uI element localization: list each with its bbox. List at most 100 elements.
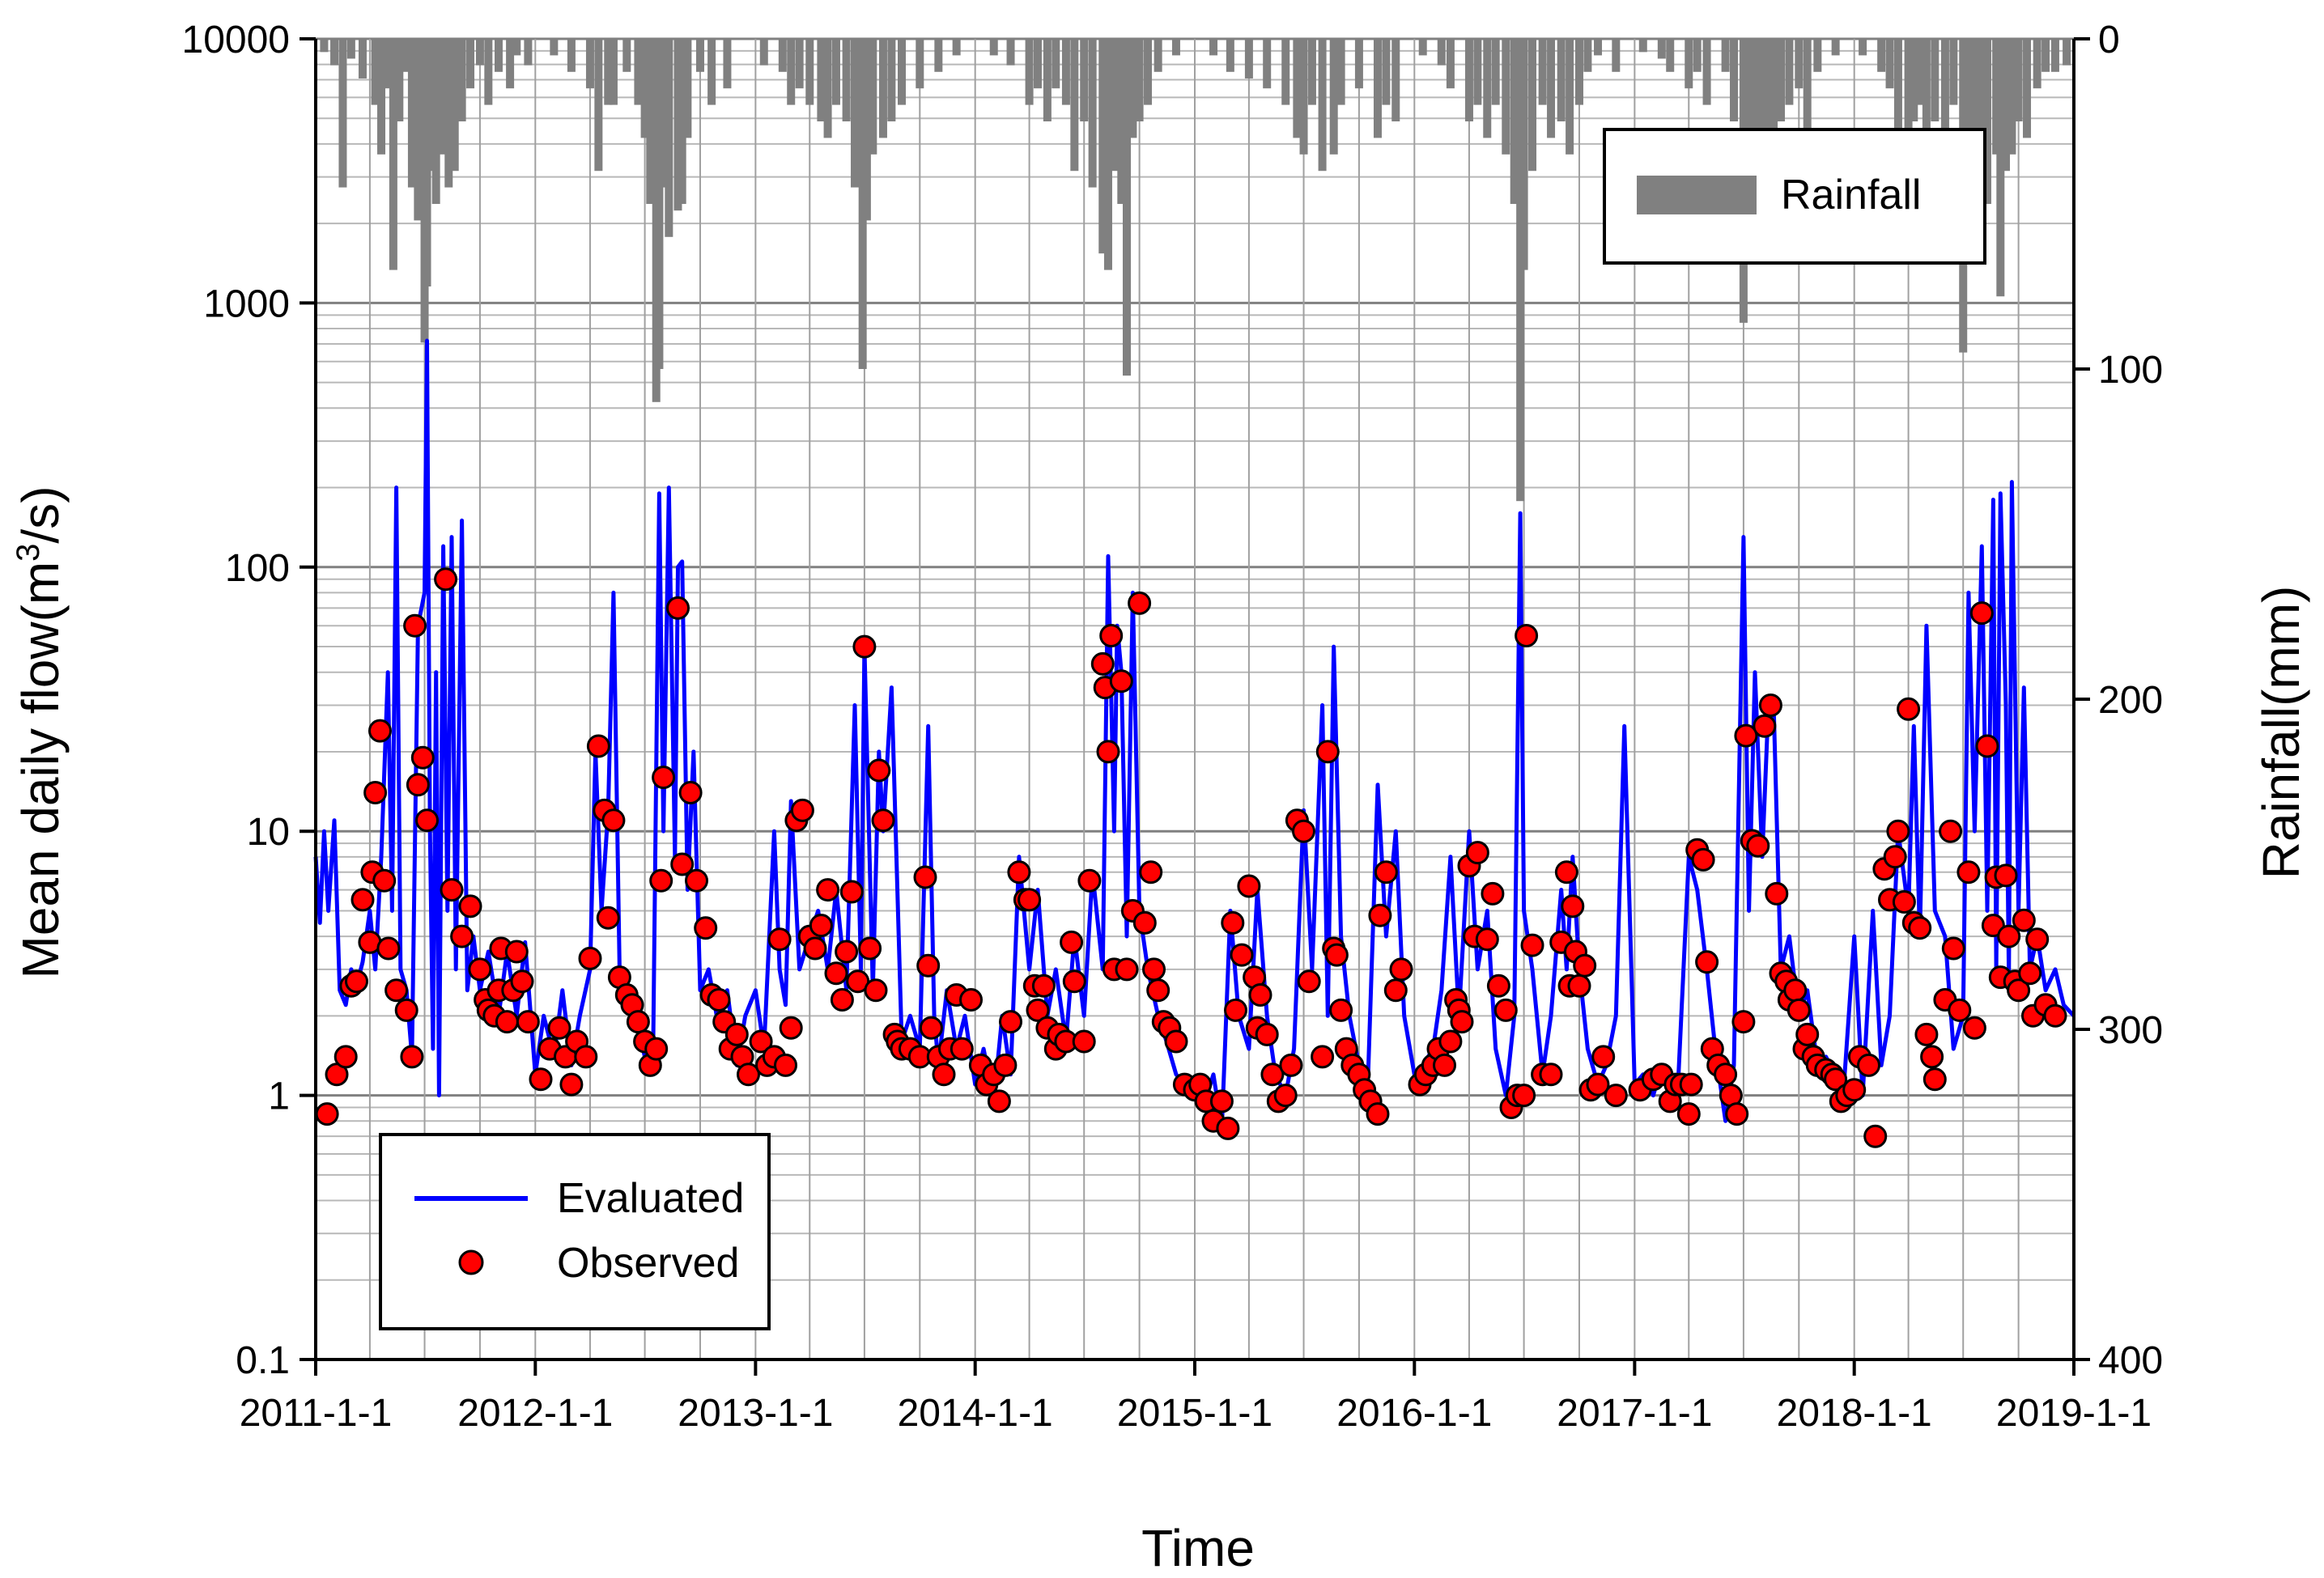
rainfall-bar [320, 39, 329, 53]
rainfall-bar [1638, 39, 1647, 53]
observed-point [450, 924, 474, 948]
rainfall-bar [1885, 39, 1894, 89]
rainfall-bar [1612, 39, 1621, 72]
rainfall-bar [659, 39, 668, 188]
observed-point [1368, 903, 1392, 927]
rainfall-bar [1702, 39, 1711, 105]
y2-axis-title: Rainfall(mm) [2252, 586, 2310, 880]
observed-point [835, 940, 859, 964]
observed-point [932, 1063, 956, 1087]
rainfall-bar [869, 39, 877, 155]
rainfall-bar [916, 39, 924, 89]
rainfall-bar [1528, 39, 1537, 172]
rainfall-bar [1803, 39, 1812, 138]
observed-point [516, 1010, 540, 1034]
observed-point [1567, 974, 1591, 998]
observed-point [685, 868, 708, 893]
observed-point [1676, 1102, 1701, 1126]
x-tick-label: 2014-1-1 [898, 1392, 1053, 1435]
observed-point [1297, 969, 1321, 994]
observed-point [694, 916, 718, 940]
observed-point [468, 957, 492, 982]
observed-point [724, 1022, 749, 1046]
rainfall-bar [1128, 39, 1137, 138]
observed-point [394, 998, 418, 1022]
legend-evaluated-label: Evaluated [557, 1175, 744, 1222]
observed-point [1731, 1010, 1756, 1034]
rainfall-bar [989, 39, 998, 56]
rainfall-bar [1171, 39, 1180, 56]
rainfall-bar [1354, 39, 1363, 89]
observed-point [1994, 863, 2018, 888]
observed-point [916, 953, 941, 978]
observed-point [1292, 819, 1315, 843]
rainfall-bar [2014, 39, 2023, 121]
rainfall-bar [1491, 39, 1500, 105]
observed-point [574, 1045, 598, 1069]
rainfall-bar [673, 39, 682, 211]
observed-point [1237, 874, 1261, 898]
rainfall-bar [1915, 39, 1924, 105]
rainfall-bar [1281, 39, 1290, 105]
observed-point [809, 914, 833, 938]
observed-point [1863, 1124, 1888, 1148]
rainfall-bar [1382, 39, 1391, 105]
observed-point [596, 906, 620, 930]
observed-point [2012, 908, 2036, 932]
observed-point [1096, 740, 1120, 764]
rainfall-bar [1135, 39, 1144, 121]
observed-point [440, 878, 464, 902]
rainfall-bar [1566, 39, 1574, 155]
rainfall-bar [2050, 39, 2059, 72]
rainfall-bar [1795, 39, 1804, 89]
rainfall-bar [1831, 39, 1840, 56]
observed-point [510, 969, 534, 994]
rainfall-bar [887, 39, 896, 121]
observed-point [406, 773, 430, 797]
rainfall-bar [1996, 39, 2005, 297]
observed-point [1475, 927, 1499, 952]
observed-point [1679, 1072, 1703, 1097]
observed-point [1031, 974, 1056, 998]
observed-point [1007, 860, 1031, 884]
observed-point [1758, 694, 1782, 717]
rainfall-bar [1043, 39, 1052, 121]
rainfall-bar [389, 39, 397, 270]
observed-point [1695, 950, 1719, 974]
observed-point [1273, 1084, 1298, 1108]
rainfall-bar [695, 39, 704, 72]
rainfall-bar [2041, 39, 2050, 72]
rainfall-bar [550, 39, 559, 56]
observed-point [1062, 969, 1086, 994]
rainfall-bar [444, 39, 453, 188]
observed-point [816, 878, 840, 902]
observed-point [864, 978, 888, 1003]
observed-point [1956, 860, 1981, 884]
y-tick-label: 0.1 [236, 1339, 290, 1382]
rainfall-bar [506, 39, 515, 89]
rainfall-bar [1547, 39, 1556, 138]
observed-point [1962, 1016, 1986, 1040]
legend-rainfall-label: Rainfall [1781, 172, 1921, 218]
axes-layer: 0.1 1 10 100 1000 10000 0 100 200 300 400 2011-1-1 2… [182, 19, 2164, 1435]
observed-point [871, 808, 895, 833]
y-axis-title-sup: 3 [11, 544, 46, 562]
legend-observed-marker [458, 1249, 484, 1275]
legend-rainfall-swatch [1637, 176, 1757, 214]
observed-point [790, 798, 814, 822]
observed-point [415, 808, 439, 833]
rainfall-bar [395, 39, 404, 121]
rainfall-bar [778, 39, 787, 72]
observed-point [824, 961, 848, 986]
observed-point [2043, 1003, 2067, 1028]
y-tick-label: 1000 [203, 282, 290, 325]
rainfall-bar [1744, 39, 1753, 188]
x-tick-label: 2017-1-1 [1557, 1392, 1712, 1435]
observed-point [1554, 860, 1578, 884]
x-tick-label: 2011-1-1 [240, 1392, 393, 1435]
rainfall-bar [1144, 39, 1153, 105]
rainfall-bar [1154, 39, 1162, 72]
rainfall-bar [1446, 39, 1455, 89]
rainfall-bar [330, 39, 339, 66]
observed-point [434, 567, 458, 592]
